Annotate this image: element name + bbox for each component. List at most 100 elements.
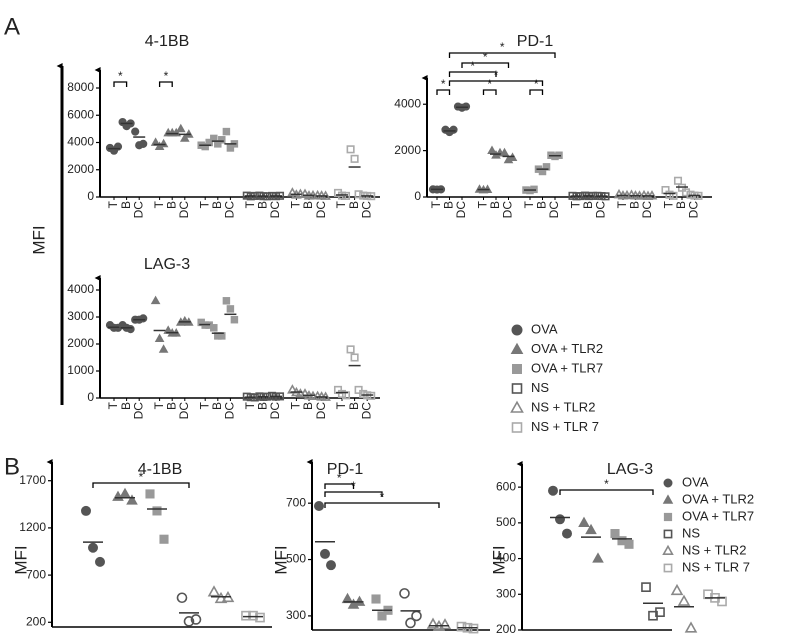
point <box>681 188 691 197</box>
y-tick-label: 600 <box>496 479 516 493</box>
y-tick-label: 200 <box>496 622 516 634</box>
point <box>350 353 359 362</box>
point <box>662 544 674 556</box>
y-tick-label: 400 <box>496 551 516 565</box>
x-tick-label: T <box>334 401 348 409</box>
x-tick-label: DC <box>359 402 373 420</box>
x-tick-label: T <box>429 200 443 208</box>
point <box>670 583 684 596</box>
x-tick-label: DC <box>547 201 561 219</box>
point <box>677 594 691 606</box>
y-axis-label: MFI <box>29 225 48 254</box>
x-tick-label: B <box>347 402 361 410</box>
y-axis-label: MFI <box>271 545 290 574</box>
point <box>663 529 673 539</box>
significance-bracket <box>448 80 544 86</box>
x-tick-label: B <box>535 201 549 209</box>
x-tick-label: DC <box>131 402 145 420</box>
x-tick-label: B <box>210 201 224 209</box>
x-tick-label: DC <box>454 201 468 219</box>
x-tick-label: DC <box>359 201 373 219</box>
point <box>126 494 138 505</box>
y-tick-label: 0 <box>87 390 94 404</box>
significance-bracket <box>324 483 355 489</box>
y-tick-label: 0 <box>87 189 94 203</box>
point <box>226 144 235 152</box>
point <box>176 592 188 604</box>
point <box>350 154 359 163</box>
legend-label: OVA + TLR7 <box>682 508 754 523</box>
y-tick-label: 6000 <box>67 107 94 121</box>
x-tick-label: T <box>289 200 303 208</box>
significance-label: * <box>380 490 385 504</box>
point <box>538 167 547 176</box>
point <box>255 612 265 623</box>
y-tick-label: 2000 <box>394 143 421 157</box>
x-tick-label: DC <box>640 201 654 219</box>
point <box>468 623 479 634</box>
significance-label: * <box>337 471 342 485</box>
x-tick-label: DC <box>131 201 145 219</box>
significance-label: * <box>441 77 446 91</box>
point <box>592 552 604 563</box>
panel-label: A <box>4 13 20 40</box>
x-tick-label: T <box>197 401 211 409</box>
point <box>159 534 169 544</box>
significance-label: * <box>500 40 505 54</box>
point <box>438 618 452 630</box>
point <box>81 505 91 516</box>
legend-label: NS + TLR 7 <box>682 559 750 574</box>
x-tick-label: DC <box>314 402 328 420</box>
x-tick-label: T <box>106 200 120 208</box>
point <box>190 614 202 625</box>
x-tick-label: T <box>334 200 348 208</box>
x-tick-label: DC <box>687 201 701 219</box>
point <box>346 145 355 154</box>
point <box>411 610 422 622</box>
x-tick-label: T <box>476 200 490 208</box>
point <box>139 139 148 148</box>
point <box>210 324 218 332</box>
legend-label: NS + TLR 7 <box>531 419 599 434</box>
point <box>230 315 239 324</box>
x-tick-label: B <box>581 201 595 209</box>
legend-label: OVA <box>531 321 558 336</box>
x-tick-label: B <box>256 402 270 410</box>
point <box>510 342 524 354</box>
point <box>341 592 354 604</box>
point <box>585 523 597 535</box>
legend-label: NS <box>682 525 700 540</box>
significance-label: * <box>494 68 499 82</box>
point <box>314 501 324 511</box>
significance-label: * <box>487 77 492 91</box>
x-tick-label: T <box>289 401 303 409</box>
point <box>299 188 311 198</box>
significance-label: * <box>483 50 488 64</box>
y-tick-label: 4000 <box>67 135 94 149</box>
y-tick-label: 8000 <box>67 80 94 94</box>
legend-label: OVA + TLR7 <box>531 360 603 375</box>
x-tick-label: DC <box>223 201 237 219</box>
point <box>512 364 522 374</box>
point <box>214 591 228 604</box>
point <box>663 563 673 573</box>
y-tick-label: 1200 <box>19 520 46 534</box>
x-tick-label: B <box>442 201 456 209</box>
chart-title: LAG-3 <box>607 461 653 478</box>
point <box>179 133 190 142</box>
y-tick-label: 1000 <box>67 363 94 377</box>
x-tick-label: B <box>628 201 642 209</box>
x-tick-label: T <box>615 200 629 208</box>
x-tick-label: T <box>662 200 676 208</box>
x-tick-label: B <box>301 201 315 209</box>
point <box>158 138 169 148</box>
significance-bracket <box>324 491 383 497</box>
point <box>354 385 363 394</box>
point <box>562 528 572 539</box>
point <box>353 595 366 606</box>
x-tick-label: DC <box>177 201 191 219</box>
point <box>119 487 131 499</box>
x-tick-label: T <box>152 401 166 409</box>
x-tick-label: T <box>152 200 166 208</box>
